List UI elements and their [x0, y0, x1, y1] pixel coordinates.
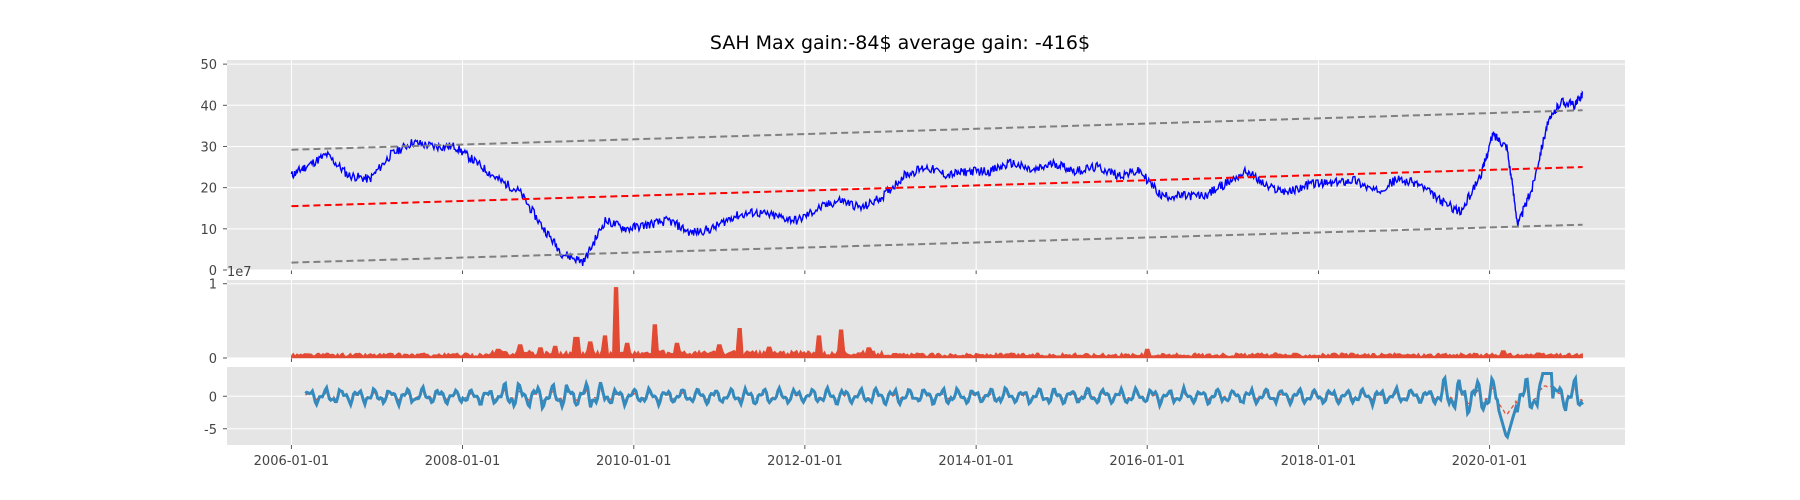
volume-area	[291, 287, 1583, 359]
volume-panel-background	[227, 280, 1625, 358]
upper-band-line	[291, 109, 1583, 151]
volume-y-tick-label: 0	[209, 352, 217, 367]
oscillator-y-tick-label: -5	[204, 423, 217, 438]
price-y-tick-label: 20	[200, 182, 217, 197]
volume-exponent-label: 1e7	[227, 265, 252, 280]
x-tick-label: 2012-01-01	[767, 454, 843, 469]
price-y-tick-label: 40	[200, 99, 217, 114]
x-tick-label: 2010-01-01	[596, 454, 672, 469]
x-tick-label: 2014-01-01	[938, 454, 1014, 469]
price-y-tick-label: 0	[209, 264, 217, 279]
trend-line	[291, 166, 1583, 208]
price-panel-background	[227, 60, 1625, 270]
oscillator-y-tick-label: 0	[209, 390, 217, 405]
price-y-tick-label: 10	[200, 223, 217, 238]
volume-y-tick-label: 1	[209, 278, 217, 293]
x-tick-label: 2018-01-01	[1281, 454, 1357, 469]
x-tick-label: 2016-01-01	[1109, 454, 1185, 469]
price-y-tick-label: 30	[200, 140, 217, 155]
price-line	[290, 90, 1584, 267]
lower-band-line	[291, 223, 1583, 264]
x-tick-label: 2008-01-01	[425, 454, 501, 469]
x-tick-label: 2020-01-01	[1452, 454, 1528, 469]
x-tick-label: 2006-01-01	[254, 454, 330, 469]
chart-title: SAH Max gain:-84$ average gain: -416$	[709, 32, 1091, 54]
price-y-tick-label: 50	[200, 58, 217, 73]
oscillator-line	[304, 372, 1584, 440]
oscillator-panel-background	[227, 367, 1625, 445]
